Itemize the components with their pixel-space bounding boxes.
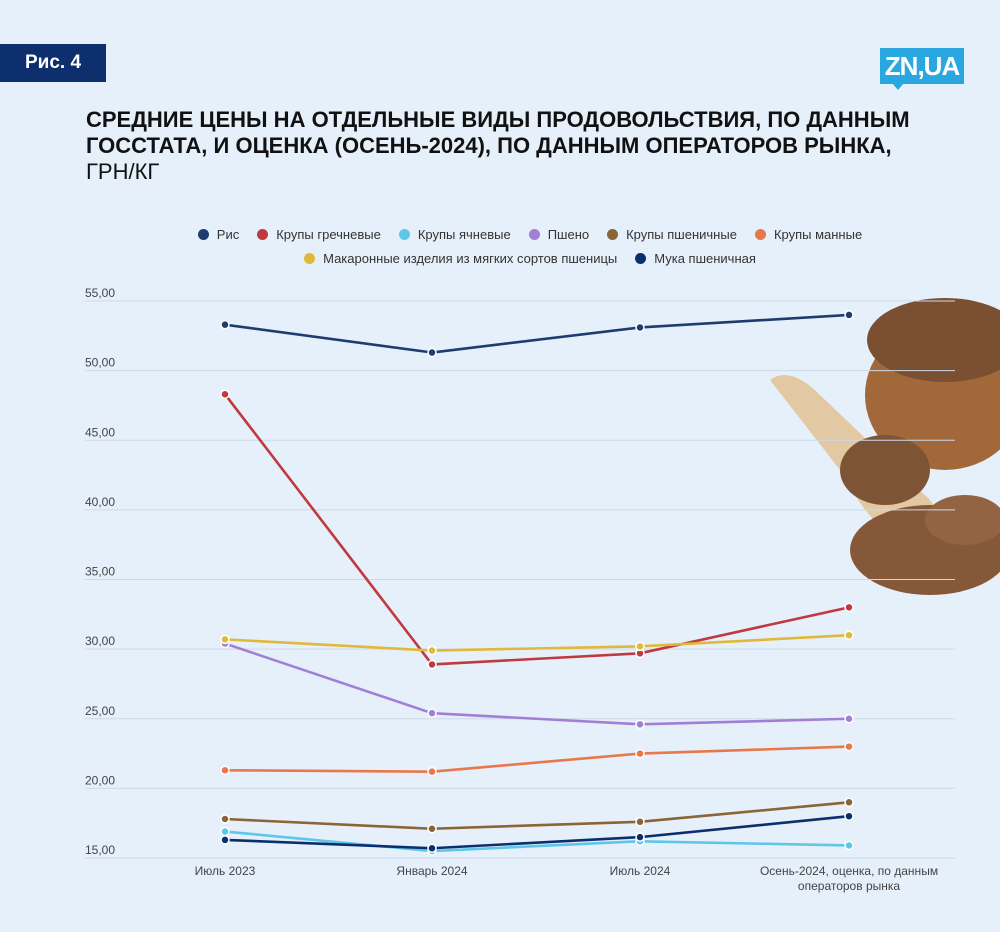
data-point (427, 347, 437, 358)
legend-swatch (398, 228, 410, 240)
legend-item[interactable]: Мука пшеничная (635, 250, 756, 266)
logo: ZN,UA (880, 48, 964, 84)
legend-item[interactable]: Крупы ячневые (398, 226, 511, 242)
data-point (844, 840, 854, 851)
data-point (220, 814, 230, 824)
data-point (220, 319, 230, 330)
series-line (224, 745, 850, 773)
figure-label: Рис. 4 (0, 44, 106, 82)
legend-swatch (528, 228, 540, 240)
data-point (844, 811, 854, 821)
data-point (220, 835, 230, 845)
x-tick-label: Июль 2023 (195, 864, 256, 878)
data-point (635, 641, 645, 652)
legend-swatch (197, 228, 209, 240)
data-point (635, 817, 645, 827)
data-point (220, 765, 230, 776)
series-line (223, 393, 850, 666)
legend-label: Крупы пшеничные (626, 226, 737, 242)
legend-swatch (754, 228, 766, 240)
y-tick-label: 20,00 (85, 773, 115, 787)
x-tick-label: Январь 2024 (396, 864, 467, 878)
data-point (427, 843, 437, 854)
legend-item[interactable]: Макаронные изделия из мягких сортов пшен… (304, 250, 617, 266)
legend-label: Крупы ячневые (417, 226, 511, 242)
legend-label: Пшено (547, 226, 590, 242)
legend-item[interactable]: Крупы гречневые (257, 226, 381, 242)
data-point (427, 824, 437, 834)
series-line (224, 313, 850, 354)
grain-pile-top (925, 495, 1000, 545)
series-line (224, 642, 850, 726)
legend-item[interactable]: Рис (197, 226, 240, 242)
data-point (844, 797, 854, 808)
legend-label: Рис (216, 226, 240, 242)
data-point (220, 826, 230, 837)
y-tick-label: 50,00 (85, 356, 115, 370)
data-point (635, 719, 645, 730)
legend-label: Макаронные изделия из мягких сортов пшен… (323, 250, 618, 266)
data-point (427, 659, 437, 670)
series-line (224, 814, 850, 850)
legend-swatch (304, 252, 316, 264)
x-tick-label: Июль 2024 (610, 864, 671, 878)
buckwheat-illustration (770, 298, 1000, 595)
chart-title-unit: ГРН/КГ (86, 159, 160, 184)
logo-tail (892, 83, 904, 90)
data-point (844, 310, 854, 320)
legend-label: Мука пшеничная (654, 250, 756, 266)
data-point (844, 741, 854, 752)
data-point (635, 748, 645, 759)
data-point (844, 714, 854, 724)
y-tick-label: 35,00 (85, 565, 115, 579)
data-point (427, 645, 437, 656)
series-line (224, 801, 850, 831)
legend-swatch (635, 252, 647, 264)
data-point (220, 389, 230, 400)
y-tick-label: 25,00 (85, 704, 115, 718)
legend-label: Крупы манные (773, 226, 863, 242)
chart-title-main: СРЕДНИЕ ЦЕНЫ НА ОТДЕЛЬНЫЕ ВИДЫ ПРОДОВОЛЬ… (86, 107, 910, 158)
scoop-grain (840, 435, 930, 505)
data-point (844, 630, 854, 640)
data-point (635, 322, 645, 333)
x-tick-label: Осень-2024, оценка, по данным операторов … (760, 864, 938, 893)
y-tick-label: 15,00 (85, 843, 115, 857)
data-point (220, 634, 230, 645)
legend-item[interactable]: Пшено (528, 226, 590, 242)
bowl-grain (867, 298, 1000, 382)
y-tick-label: 55,00 (85, 286, 115, 300)
y-tick-label: 30,00 (85, 634, 115, 648)
series-line (224, 633, 850, 652)
data-point (427, 766, 437, 777)
series-line (224, 830, 850, 853)
legend-label: Крупы гречневые (276, 226, 381, 242)
legend-swatch (607, 228, 619, 240)
data-point (844, 602, 854, 613)
legend-item[interactable]: Крупы манные (754, 226, 863, 242)
y-tick-label: 40,00 (85, 495, 115, 509)
data-point (635, 832, 645, 842)
chart-title: СРЕДНИЕ ЦЕНЫ НА ОТДЕЛЬНЫЕ ВИДЫ ПРОДОВОЛЬ… (86, 107, 926, 185)
y-tick-label: 45,00 (85, 425, 115, 439)
legend-swatch (257, 228, 269, 240)
legend-item[interactable]: Крупы пшеничные (607, 226, 737, 242)
chart-legend: Рис Крупы гречневые Крупы ячневые Пшено Круп… (150, 226, 910, 266)
data-point (427, 708, 437, 718)
